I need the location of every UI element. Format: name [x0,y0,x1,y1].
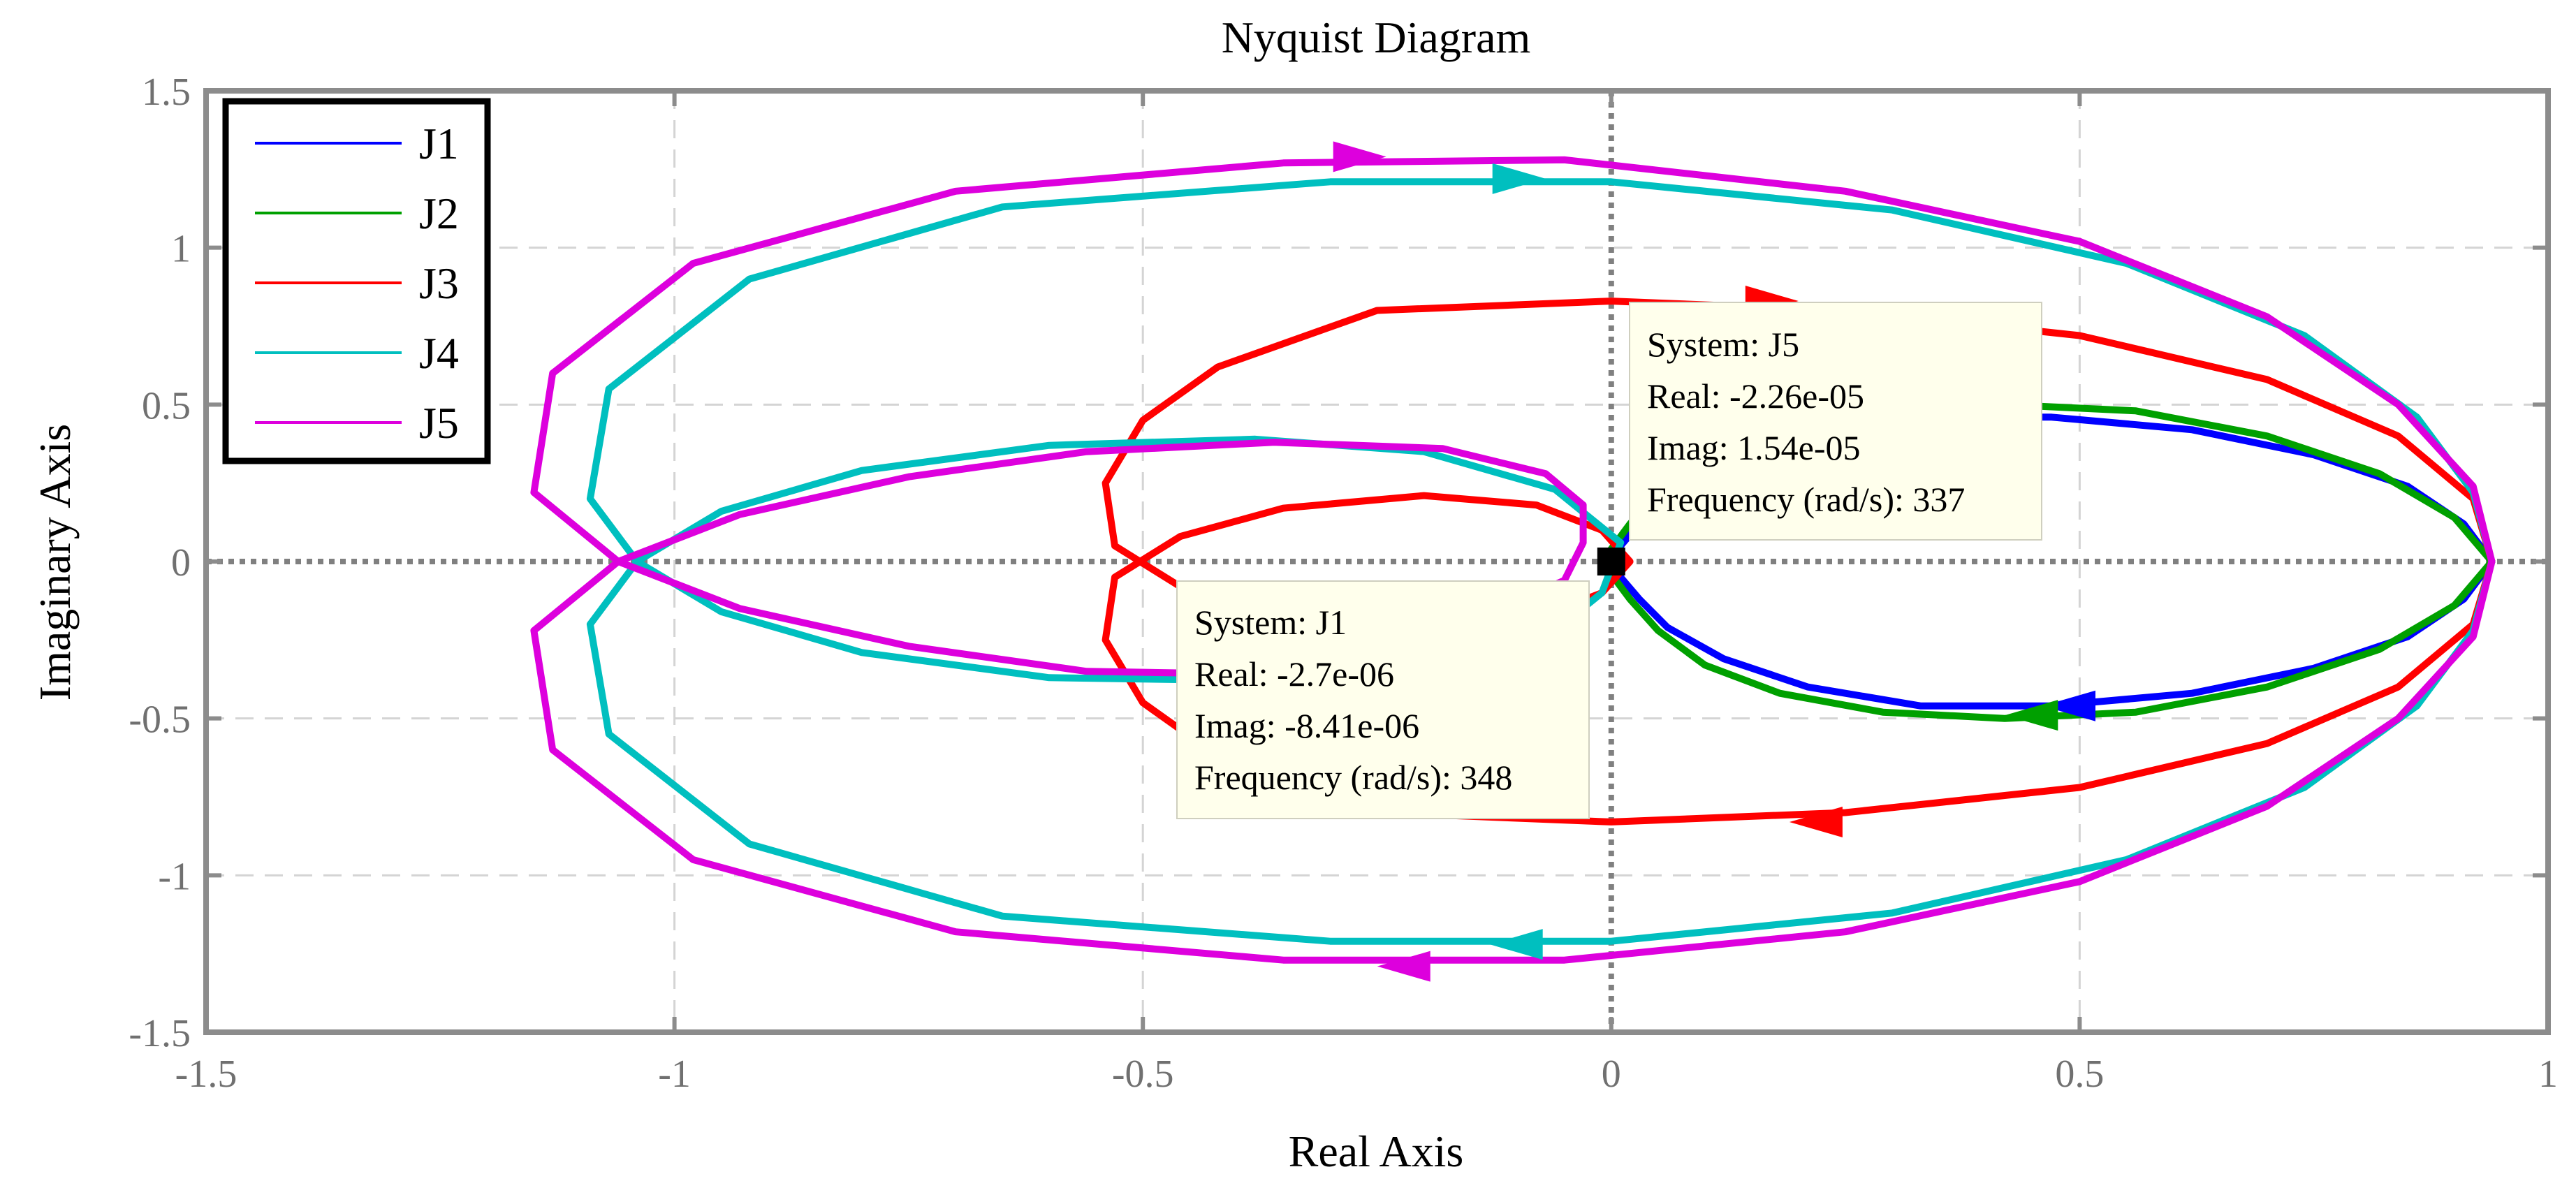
direction-arrow-j1 [2042,690,2095,721]
legend-label-j4: J4 [419,328,459,378]
datatip-line: Frequency (rad/s): 348 [1194,758,1512,797]
y-tick-label: -1 [158,855,191,898]
y-axis-label: Imaginary Axis [30,424,80,700]
datatip-j5[interactable]: System: J5 Real: -2.26e-05 Imag: 1.54e-0… [1629,302,2042,541]
x-tick-label: 0.5 [2055,1052,2104,1096]
datatip-box [1629,302,2042,541]
y-tick-label: -1.5 [129,1012,191,1055]
direction-arrow-j4 [1489,929,1543,960]
plot-frame [203,88,2551,1035]
direction-arrow-j3 [1789,806,1843,837]
legend-box [222,98,491,464]
legend-label-j3: J3 [419,258,459,308]
direction-arrow-j2 [2005,700,2058,731]
legend-label-j2: J2 [419,189,459,238]
legend-label-j5: J5 [419,398,459,448]
y-tick-label: -0.5 [129,698,191,742]
x-tick-label: 1 [2538,1052,2558,1096]
legend[interactable]: J1 J2 J3 J4 J5 [222,98,491,464]
datatip-j1[interactable]: System: J1 Real: -2.7e-06 Imag: -8.41e-0… [1176,580,1590,819]
datatip-line: Imag: -8.41e-06 [1194,706,1419,745]
datatip-line: System: J5 [1647,325,1799,364]
grid [205,89,2549,1034]
y-tick-label: 1 [171,228,191,271]
chart-title: Nyquist Diagram [1222,13,1531,62]
direction-arrow-j5 [1377,951,1430,982]
datatip-line: System: J1 [1194,603,1347,642]
datatip-box [1176,580,1590,819]
axis-ticks: -1.5 -1 -0.5 0 0.5 1 1.5 1 0.5 0 -0.5 -1 -1.5 [129,71,2558,1096]
y-tick-label: 0.5 [142,384,191,427]
datatip-line: Real: -2.26e-05 [1647,376,1864,416]
x-tick-label: -1.5 [175,1052,237,1096]
direction-arrow-j4 [1492,163,1546,194]
x-axis-label: Real Axis [1289,1127,1464,1176]
datatip-marker[interactable] [1597,548,1625,575]
direction-arrow-j5 [1333,141,1386,173]
datatip-line: Frequency (rad/s): 337 [1647,480,1965,519]
legend-label-j1: J1 [419,119,459,168]
datatip-line: Real: -2.7e-06 [1194,654,1394,694]
datatip-line: Imag: 1.54e-05 [1647,428,1860,467]
datatip-marker-layer [1597,548,1625,575]
x-tick-label: -1 [658,1052,691,1096]
x-tick-label: -0.5 [1112,1052,1174,1096]
y-tick-label: 0 [171,541,191,585]
y-tick-label: 1.5 [142,71,191,114]
x-tick-label: 0 [1602,1052,1621,1096]
